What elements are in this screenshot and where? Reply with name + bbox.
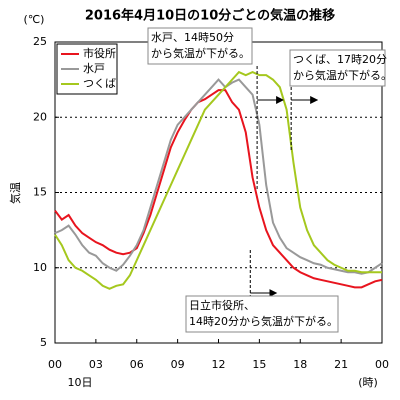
annotation-box [289,49,386,87]
x-tick-label: 00 [375,358,389,371]
y-tick-label: 15 [33,186,47,199]
x-tick-label: 12 [212,358,226,371]
y-tick-label: 25 [33,35,47,48]
series-line [54,78,383,275]
x-tick-label: 06 [130,358,144,371]
y-unit: (℃) [24,13,45,26]
x-tick-label: 09 [171,358,185,371]
y-tick-label: 20 [33,110,47,123]
legend-label: つくば [83,77,116,90]
annotation-box [147,27,253,65]
annotation-text: 14時20分から気温が下がる。 [189,314,338,328]
annotation-text: 水戸、14時50分 [151,31,234,44]
y-label: 気温 [8,182,22,204]
annotation-text: つくば、17時20分 [293,53,387,66]
annotation-box [185,295,339,333]
x-tick-label: 03 [89,358,103,371]
legend-label: 水戸 [83,62,105,75]
x-tick-label: 21 [334,358,348,371]
annotation-text: 日立市役所、 [189,298,255,312]
legend-label: 市役所 [83,46,116,60]
chart-title: 2016年4月10日の10分ごとの気温の推移 [85,8,335,24]
x-tick-label: 18 [293,358,307,371]
x-unit: (時) [358,376,378,389]
y-tick-label: 10 [33,261,47,274]
annotation-text: から気温が下がる。 [293,68,392,82]
x-sublabel: 10日 [68,376,93,389]
series-line [54,89,383,289]
y-tick-label: 5 [40,336,47,349]
x-tick-label: 00 [48,358,62,371]
annotation-text: から気温が下がる。 [151,46,250,60]
x-tick-label: 15 [252,358,266,371]
series-line [54,70,382,290]
